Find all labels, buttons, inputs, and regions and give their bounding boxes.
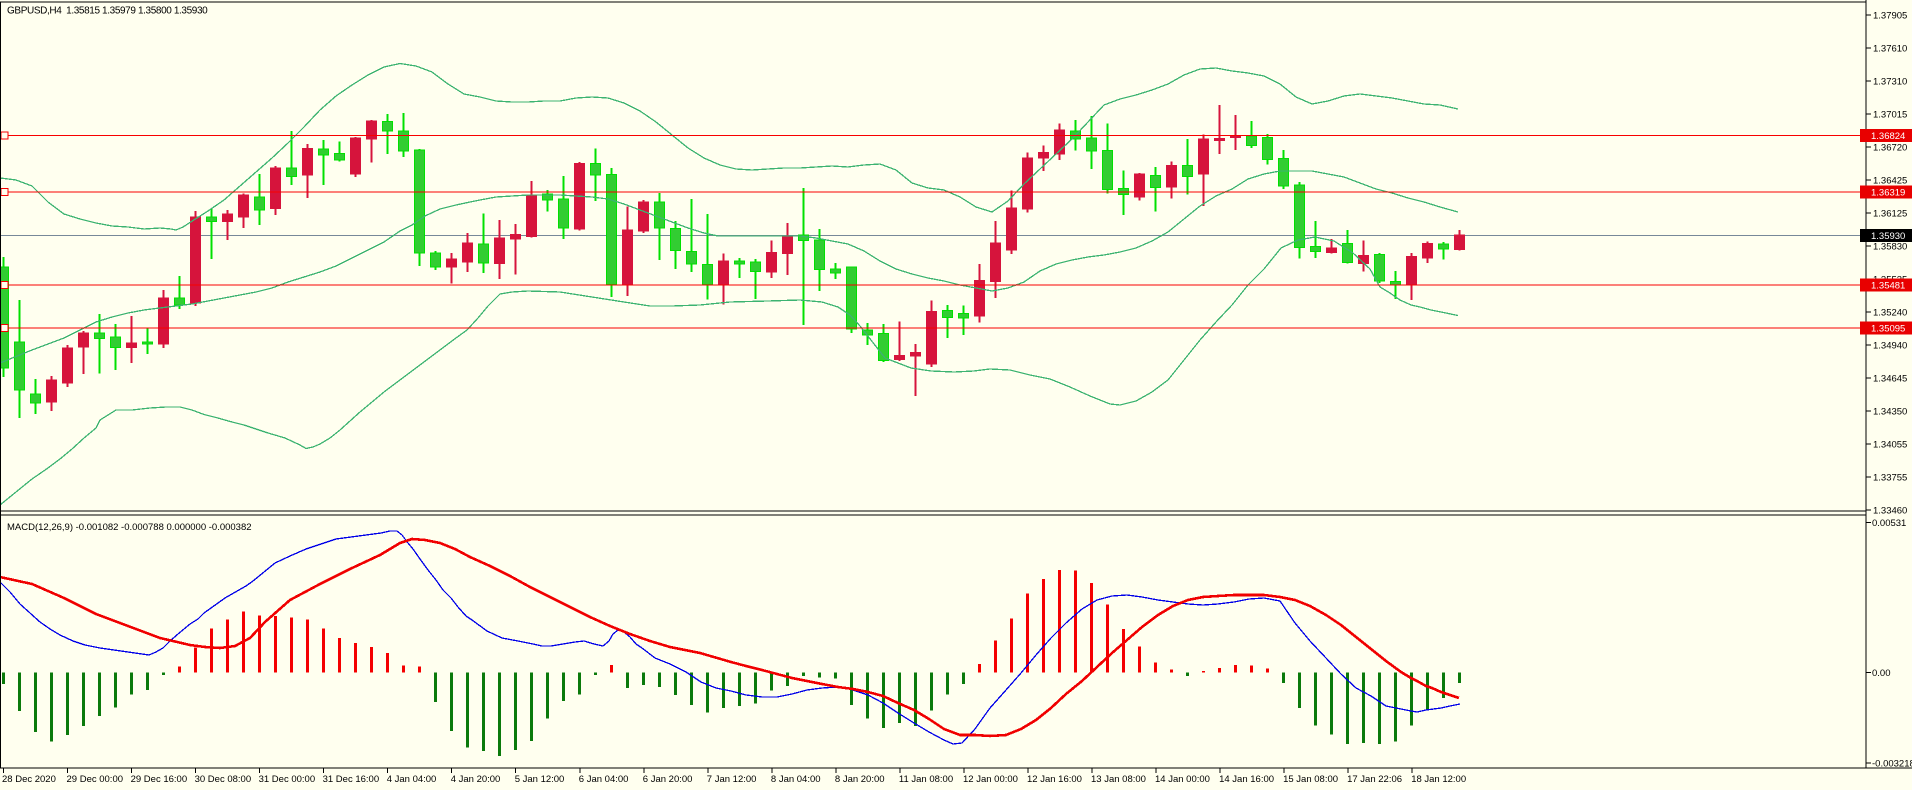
svg-text:1.33755: 1.33755: [1873, 473, 1907, 484]
svg-text:8 Jan 04:00: 8 Jan 04:00: [771, 774, 821, 785]
svg-text:14 Jan 00:00: 14 Jan 00:00: [1155, 774, 1210, 785]
svg-text:14 Jan 16:00: 14 Jan 16:00: [1219, 774, 1274, 785]
svg-text:1.37310: 1.37310: [1873, 77, 1907, 88]
svg-text:31 Dec 16:00: 31 Dec 16:00: [323, 774, 380, 785]
svg-text:1.36720: 1.36720: [1873, 143, 1907, 154]
svg-text:1.34645: 1.34645: [1873, 374, 1907, 385]
svg-text:8 Jan 20:00: 8 Jan 20:00: [835, 774, 885, 785]
svg-text:1.36824: 1.36824: [1871, 131, 1905, 142]
svg-text:28 Dec 2020: 28 Dec 2020: [2, 774, 56, 785]
svg-text:0.00: 0.00: [1872, 668, 1891, 679]
svg-text:1.34940: 1.34940: [1873, 341, 1907, 352]
svg-text:1.37610: 1.37610: [1873, 44, 1907, 55]
svg-text:4 Jan 04:00: 4 Jan 04:00: [387, 774, 437, 785]
svg-text:1.35930: 1.35930: [1871, 231, 1905, 242]
svg-text:1.35481: 1.35481: [1871, 281, 1905, 292]
svg-text:11 Jan 08:00: 11 Jan 08:00: [899, 774, 953, 785]
svg-text:1.35830: 1.35830: [1873, 242, 1907, 253]
svg-text:1.37015: 1.37015: [1873, 110, 1907, 121]
svg-text:1.34055: 1.34055: [1873, 440, 1907, 451]
svg-text:0.00531: 0.00531: [1872, 518, 1906, 529]
svg-text:17 Jan 22:06: 17 Jan 22:06: [1347, 774, 1402, 785]
svg-text:1.34350: 1.34350: [1873, 407, 1907, 418]
svg-text:-0.003218: -0.003218: [1872, 759, 1912, 770]
svg-text:5 Jan 12:00: 5 Jan 12:00: [515, 774, 565, 785]
svg-text:12 Jan 16:00: 12 Jan 16:00: [1027, 774, 1082, 785]
svg-text:6 Jan 20:00: 6 Jan 20:00: [643, 774, 693, 785]
svg-text:1.36125: 1.36125: [1873, 209, 1907, 220]
svg-text:1.33460: 1.33460: [1873, 506, 1907, 517]
svg-text:1.35240: 1.35240: [1873, 308, 1907, 319]
svg-text:MACD(12,26,9) -0.001082 -0.000: MACD(12,26,9) -0.001082 -0.000788 0.0000…: [7, 522, 252, 533]
svg-text:31 Dec 00:00: 31 Dec 00:00: [259, 774, 316, 785]
svg-text:1.35095: 1.35095: [1871, 324, 1905, 335]
svg-text:1.36319: 1.36319: [1871, 188, 1905, 199]
svg-text:18 Jan 12:00: 18 Jan 12:00: [1411, 774, 1466, 785]
svg-text:4 Jan 20:00: 4 Jan 20:00: [451, 774, 501, 785]
svg-text:1.36425: 1.36425: [1873, 176, 1907, 187]
svg-text:30 Dec 08:00: 30 Dec 08:00: [195, 774, 252, 785]
svg-text:15 Jan 08:00: 15 Jan 08:00: [1283, 774, 1338, 785]
svg-text:29 Dec 00:00: 29 Dec 00:00: [67, 774, 124, 785]
svg-text:12 Jan 00:00: 12 Jan 00:00: [963, 774, 1018, 785]
svg-text:29 Dec 16:00: 29 Dec 16:00: [131, 774, 188, 785]
svg-text:7 Jan 12:00: 7 Jan 12:00: [707, 774, 757, 785]
svg-text:13 Jan 08:00: 13 Jan 08:00: [1091, 774, 1146, 785]
svg-text:GBPUSD,H4 1.35815 1.35979 1.3: GBPUSD,H4 1.35815 1.35979 1.35800 1.3593…: [7, 6, 208, 17]
svg-text:1.37905: 1.37905: [1873, 11, 1907, 22]
svg-text:6 Jan 04:00: 6 Jan 04:00: [579, 774, 629, 785]
